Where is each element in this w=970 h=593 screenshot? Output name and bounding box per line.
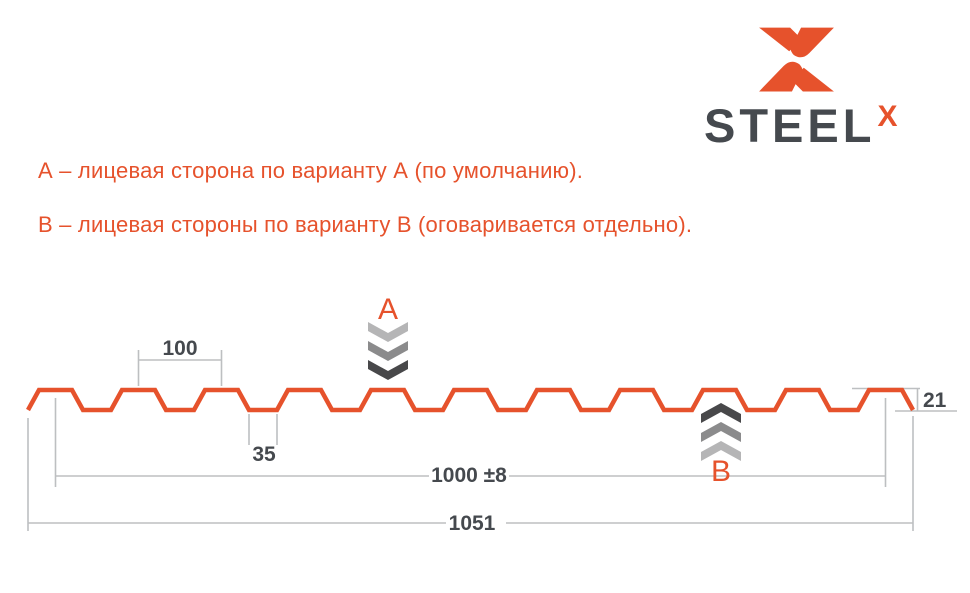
chevron-down-icon: [368, 322, 408, 342]
chevron-down-icon: [368, 360, 408, 380]
x-icon-bottom-right-arm: [791, 67, 834, 92]
chevron-down-icon: [368, 341, 408, 361]
x-icon-bottom-left-arm: [759, 61, 803, 92]
brand-x-icon: [759, 27, 834, 92]
dim-overall-width: 1051: [27, 416, 914, 535]
chevron-up-icon: [701, 403, 741, 423]
x-icon-top-left-arm: [759, 27, 802, 52]
dim-rib-width-value: 35: [252, 443, 276, 466]
dim-working-width: 1000 ±8: [54, 398, 887, 487]
dim-wave-pitch-value: 100: [162, 337, 197, 360]
marker-b-letter: В: [711, 455, 731, 488]
legend-line-b: В – лицевая стороны по варианту В (огова…: [38, 212, 693, 237]
brand-lockup: STEEL X: [704, 99, 898, 152]
chevron-up-icon: [701, 422, 741, 442]
legend-line-a: А – лицевая сторона по варианту А (по ум…: [38, 158, 584, 183]
dim-working-width-value: 1000 ±8: [431, 464, 507, 487]
dim-wave-pitch: 100: [137, 337, 223, 386]
dim-profile-height-value: 21: [923, 389, 947, 412]
brand-name: STEEL: [704, 99, 876, 152]
chevron-up-icon: [701, 441, 741, 461]
dim-overall-width-value: 1051: [449, 512, 496, 535]
marker-b-back-side: В: [701, 403, 741, 488]
marker-a-letter: А: [378, 293, 398, 326]
marker-a-front-side: А: [368, 293, 408, 380]
profile-outline: [26, 387, 915, 413]
brand-mark-x: X: [877, 100, 898, 133]
dim-rib-width: 35: [248, 414, 278, 466]
x-icon-top-right-arm: [790, 27, 834, 58]
